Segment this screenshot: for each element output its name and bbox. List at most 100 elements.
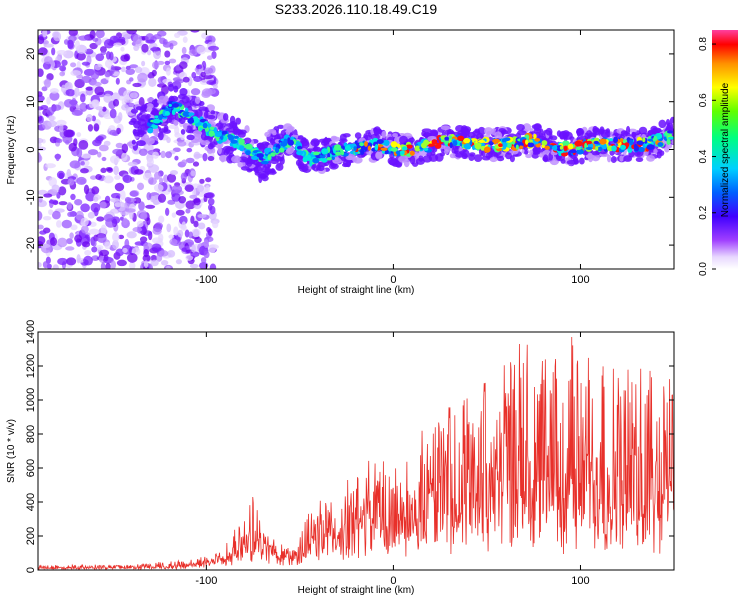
spectrogram-noise-blob (61, 219, 72, 229)
spectrogram-noise-blob (74, 234, 83, 243)
spectrogram-core-blob (251, 155, 259, 160)
spectrogram-noise-blob (179, 215, 188, 225)
spectrogram-noise-blob (143, 260, 149, 268)
spectrogram-core-blob (199, 118, 207, 123)
spectrogram-noise-blob (66, 169, 71, 177)
spectrogram-halo-blob (440, 125, 451, 131)
spectrogram-core-blob (326, 157, 332, 161)
spectrogram-core-blob (154, 115, 159, 119)
spectrogram-halo-blob (403, 158, 410, 168)
spectrogram-halo-blob (505, 152, 512, 160)
spectrogram-noise-blob (153, 49, 162, 60)
spectrogram-noise-blob (87, 149, 99, 156)
spectrogram-noise-blob (100, 167, 107, 174)
spectrogram-core-blob (528, 139, 533, 143)
spectrogram-noise-blob (191, 71, 197, 79)
spectrogram-noise-blob (153, 33, 162, 40)
spectrogram-noise-blob (182, 36, 188, 43)
spectrogram-halo-blob (235, 117, 241, 125)
spectrogram-halo-blob (253, 165, 263, 174)
spectrogram-halo-blob (237, 161, 246, 168)
spectrogram-core-blob (633, 143, 638, 150)
spectrogram-noise-blob (184, 229, 190, 238)
spectrogram-noise-blob (182, 76, 190, 83)
spectrogram-halo-blob (186, 134, 195, 141)
spectrogram-halo-blob (566, 159, 577, 165)
spectrogram-noise-blob (175, 79, 184, 84)
spectrogram-core-blob (335, 151, 341, 156)
spectrogram-core-blob (171, 109, 176, 116)
spectrogram-noise-blob (190, 88, 201, 96)
spectrogram-halo-blob (223, 149, 229, 156)
spectrogram-noise-blob (111, 208, 118, 214)
spectrogram-core-blob (147, 127, 154, 134)
spectrogram-halo-blob (429, 129, 439, 136)
spectrogram-noise-blob (185, 254, 194, 261)
spectrogram-core-blob (275, 147, 280, 154)
spectrogram-noise-blob (88, 228, 100, 235)
spectrogram-noise-blob (120, 54, 130, 62)
spectrogram-core-blob (409, 150, 415, 156)
spectrogram-noise-blob (138, 148, 148, 156)
spectrogram-noise-blob (186, 147, 193, 153)
spectrogram-noise-blob (158, 250, 169, 257)
spectrogram-core-blob (594, 137, 600, 142)
spectrogram-noise-blob (71, 109, 83, 116)
spectrogram-noise-blob (38, 210, 43, 221)
spectrogram-noise-blob (199, 178, 205, 184)
spectrogram-noise-blob (126, 231, 137, 239)
spectrogram-noise-blob (164, 50, 171, 58)
spectrogram-noise-blob (65, 246, 75, 251)
spectrogram-halo-blob (531, 124, 542, 130)
spectrogram-core-blob (434, 142, 442, 149)
spectrogram-noise-blob (126, 252, 138, 263)
spectrogram-halo-blob (183, 122, 188, 131)
spectrogram-noise-blob (48, 177, 58, 187)
spectrogram-core-blob (399, 150, 405, 155)
spectrogram-noise-blob (66, 257, 77, 266)
spectrogram-noise-blob (38, 262, 42, 268)
spectrogram-noise-blob (63, 129, 74, 138)
spectrogram-halo-blob (483, 127, 494, 135)
spectrogram-noise-blob (212, 220, 219, 229)
spectrogram-noise-blob (96, 233, 107, 243)
spectrogram-noise-blob (207, 155, 215, 162)
spectrogram-halo-blob (153, 98, 158, 107)
spectrogram-core-blob (353, 146, 357, 152)
spectrogram-noise-blob (95, 30, 105, 39)
spectrogram-noise-blob (173, 226, 179, 236)
spectrogram-core-blob (364, 141, 368, 147)
spectrogram-halo-blob (399, 135, 408, 145)
spectrogram-noise-blob (129, 64, 139, 69)
colorbar-tick-label: 0.8 (698, 37, 709, 51)
spectrogram-noise-blob (61, 59, 68, 66)
spectrogram-noise-blob (206, 80, 217, 86)
spectrogram-noise-blob (185, 208, 191, 214)
spectrogram-halo-blob (229, 115, 236, 125)
spectrogram-noise-blob (47, 120, 57, 128)
spectrogram-halo-blob (173, 119, 179, 126)
spectrogram-noise-blob (80, 161, 85, 166)
spectrogram-core-blob (331, 156, 335, 161)
spectrogram-noise-blob (109, 129, 118, 136)
spectrogram-halo-blob (264, 131, 271, 137)
spectrogram-noise-blob (181, 221, 187, 230)
spectrogram-noise-blob (203, 74, 214, 80)
spectrogram-halo-blob (277, 124, 285, 129)
spectrogram-core-blob (238, 145, 245, 152)
spectrogram-core-blob (414, 145, 421, 152)
spectrogram-halo-blob (140, 114, 150, 122)
spectrogram-core-blob (188, 112, 195, 116)
spectrogram-core-blob (637, 146, 645, 153)
spectrogram-noise-blob (106, 167, 113, 173)
spectrogram-noise-blob (152, 151, 159, 159)
spectrogram-halo-blob (666, 122, 674, 131)
spectrogram-noise-blob (178, 196, 187, 204)
spectrogram-noise-blob (156, 83, 167, 88)
spectrogram-core-blob (302, 156, 308, 163)
spectrogram-core-blob (215, 137, 220, 141)
spectrogram-noise-blob (110, 64, 115, 75)
spectrogram-noise-blob (167, 199, 176, 205)
spectrogram-halo-blob (180, 128, 186, 135)
